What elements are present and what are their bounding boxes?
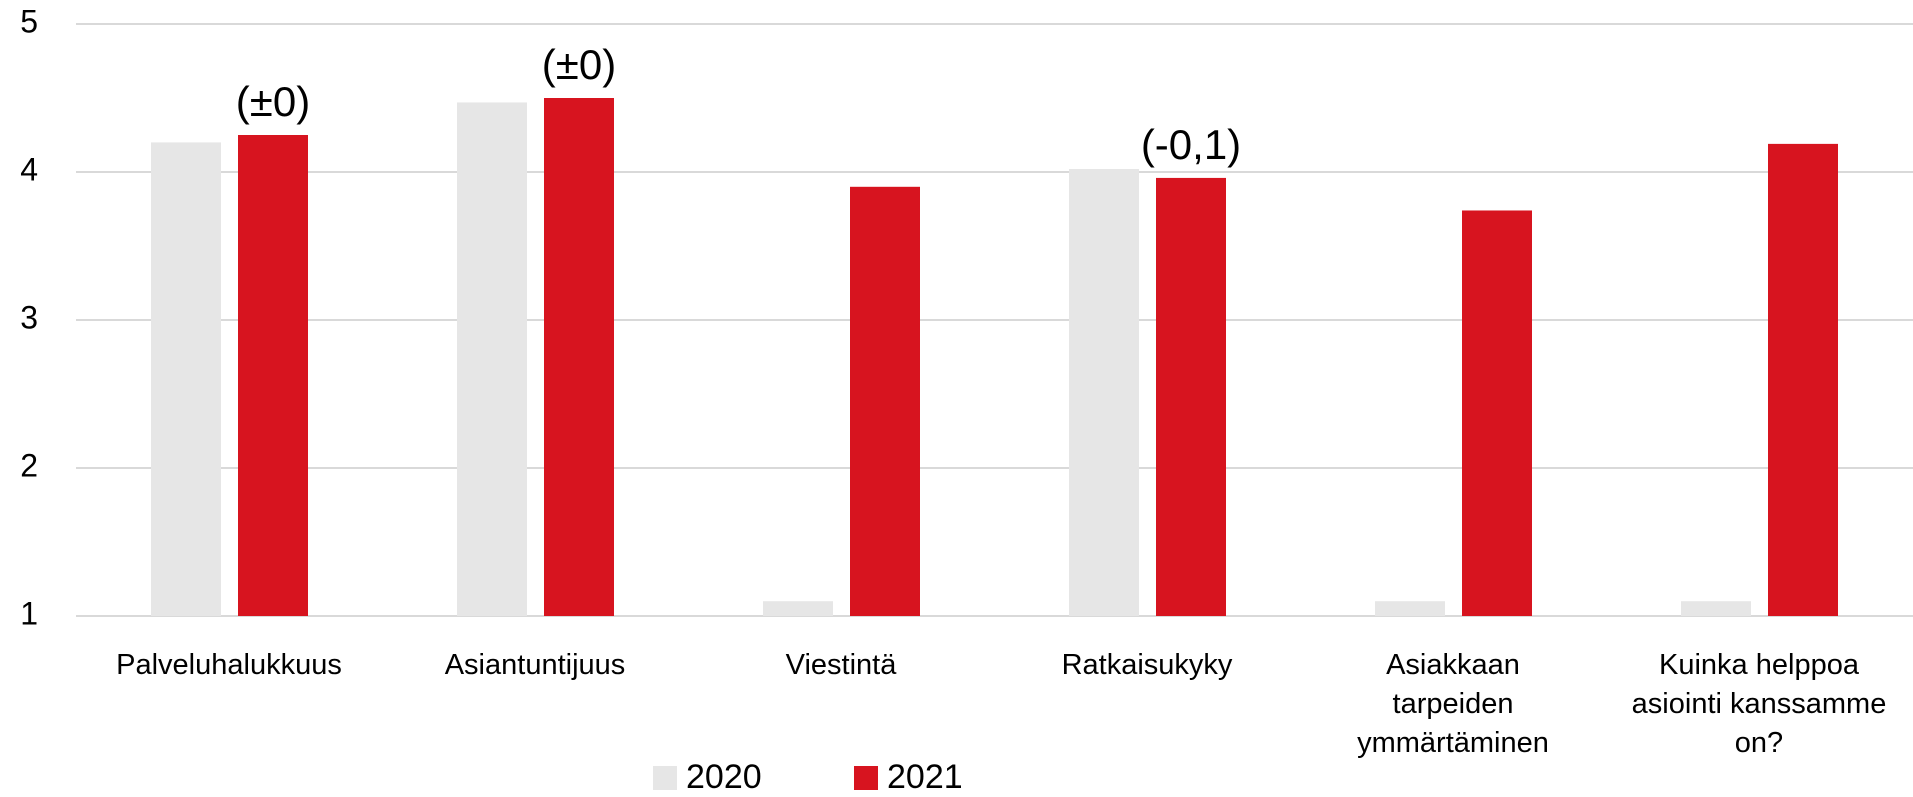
x-tick-label: Kuinka helppoa asiointi kanssamme on? — [1632, 649, 1887, 759]
legend-swatch — [854, 766, 878, 790]
y-tick-label: 5 — [20, 3, 38, 39]
bar — [457, 102, 527, 616]
legend-label: 2020 — [686, 758, 762, 796]
y-tick-label: 2 — [20, 447, 38, 483]
x-tick-label: Palveluhalukkuus — [116, 649, 342, 681]
x-tick-label: Asiantuntijuus — [445, 649, 626, 681]
x-tick-label: Ratkaisukyky — [1062, 649, 1233, 681]
bar — [1681, 601, 1751, 616]
legend-label: 2021 — [887, 758, 963, 796]
annotation: (-0,1) — [1141, 121, 1241, 168]
bar — [763, 601, 833, 616]
bar — [238, 135, 308, 616]
y-tick-label: 1 — [20, 595, 38, 631]
y-tick-label: 3 — [20, 299, 38, 335]
bar — [151, 142, 221, 616]
bar — [1156, 177, 1226, 617]
bar — [1768, 143, 1838, 616]
bar — [1069, 169, 1139, 617]
annotation: (±0) — [542, 41, 616, 88]
annotation: (±0) — [236, 78, 310, 125]
bar — [850, 186, 920, 617]
x-tick-label: Viestintä — [786, 649, 898, 681]
legend-swatch — [653, 766, 677, 790]
bar — [1375, 601, 1445, 616]
y-tick-label: 4 — [20, 151, 38, 187]
x-tick-label: Asiakkaan tarpeiden ymmärtäminen — [1357, 649, 1549, 759]
bar — [1462, 210, 1532, 617]
bar — [544, 98, 614, 616]
